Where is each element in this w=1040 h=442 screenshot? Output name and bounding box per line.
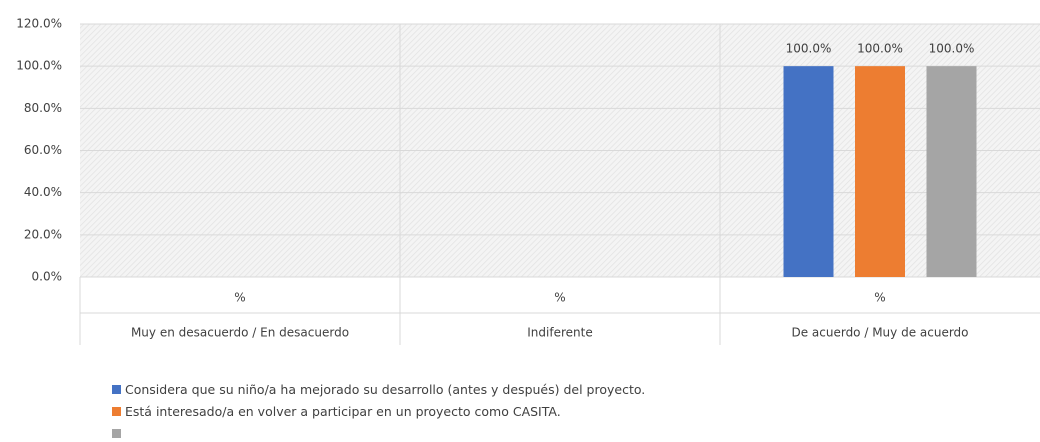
legend-label: Está interesado/a en volver a participar… [125, 404, 561, 419]
y-tick-label: 60.0% [24, 143, 62, 157]
y-tick-label: 40.0% [24, 185, 62, 199]
x-category-label: Muy en desacuerdo / En desacuerdo [131, 326, 349, 340]
legend: Considera que su niño/a ha mejorado su d… [112, 380, 672, 441]
legend-item: Está interesado/a en volver a participar… [112, 402, 672, 421]
x-subcategory-label: % [234, 291, 245, 305]
chart: 0.0% 20.0% 40.0% 60.0% 80.0% 100.0% 120.0%% Muy… [16, 17, 1040, 345]
legend-label: Considera que su niño/a ha mejorado su d… [125, 382, 646, 397]
legend-swatch [112, 385, 121, 394]
x-subcategory-label: % [554, 291, 565, 305]
bar [926, 66, 977, 278]
x-category-label: De acuerdo / Muy de acuerdo [791, 326, 968, 340]
x-subcategory-label: % [874, 291, 885, 305]
data-label: 100.0% [857, 42, 903, 56]
y-tick-label: 100.0% [16, 59, 62, 73]
data-label: 100.0% [929, 42, 975, 56]
x-category-label: Indiferente [527, 326, 592, 340]
data-label: 100.0% [786, 42, 832, 56]
legend-item [112, 424, 672, 438]
legend-swatch [112, 407, 121, 416]
y-tick-label: 20.0% [24, 227, 62, 241]
y-tick-label: 120.0% [16, 17, 62, 31]
bar [855, 66, 905, 278]
legend-swatch [112, 429, 121, 438]
y-tick-label: 80.0% [24, 101, 62, 115]
bar [783, 66, 834, 278]
legend-item: Considera que su niño/a ha mejorado su d… [112, 380, 672, 399]
y-tick-label: 0.0% [32, 270, 63, 284]
